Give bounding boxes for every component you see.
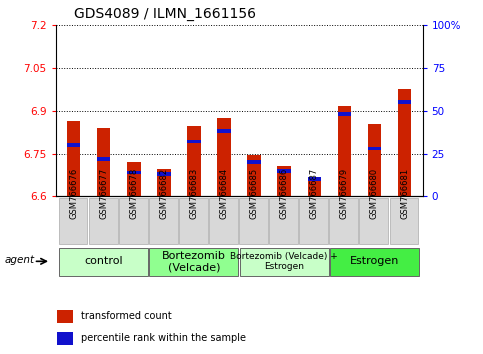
- Text: transformed count: transformed count: [81, 312, 172, 321]
- Text: GSM766685: GSM766685: [250, 168, 258, 219]
- FancyBboxPatch shape: [359, 199, 388, 244]
- Bar: [398, 89, 412, 196]
- FancyBboxPatch shape: [58, 199, 87, 244]
- Text: GDS4089 / ILMN_1661156: GDS4089 / ILMN_1661156: [74, 7, 256, 21]
- Text: control: control: [85, 256, 123, 266]
- FancyBboxPatch shape: [179, 199, 208, 244]
- Text: Estrogen: Estrogen: [350, 256, 399, 266]
- Bar: [57, 310, 73, 323]
- Text: percentile rank within the sample: percentile rank within the sample: [81, 333, 246, 343]
- Bar: [338, 112, 351, 116]
- Text: GSM766678: GSM766678: [129, 167, 138, 219]
- Bar: [57, 332, 73, 345]
- Text: GSM766683: GSM766683: [189, 167, 199, 219]
- Text: agent: agent: [5, 255, 35, 266]
- FancyBboxPatch shape: [209, 199, 238, 244]
- FancyBboxPatch shape: [149, 248, 239, 276]
- FancyBboxPatch shape: [119, 199, 148, 244]
- Bar: [368, 147, 381, 150]
- FancyBboxPatch shape: [329, 199, 358, 244]
- Text: GSM766681: GSM766681: [400, 168, 409, 219]
- Bar: [157, 172, 170, 176]
- Bar: [127, 171, 141, 174]
- FancyBboxPatch shape: [389, 199, 418, 244]
- Bar: [368, 124, 381, 196]
- Bar: [127, 162, 141, 196]
- Bar: [187, 126, 201, 196]
- FancyBboxPatch shape: [299, 199, 328, 244]
- Bar: [247, 155, 261, 196]
- FancyBboxPatch shape: [269, 199, 298, 244]
- Bar: [67, 121, 80, 196]
- Bar: [97, 157, 111, 161]
- Bar: [247, 160, 261, 164]
- FancyBboxPatch shape: [149, 199, 178, 244]
- Text: GSM766680: GSM766680: [370, 168, 379, 219]
- FancyBboxPatch shape: [330, 248, 419, 276]
- Text: Bortezomib
(Velcade): Bortezomib (Velcade): [162, 251, 226, 272]
- Bar: [187, 139, 201, 143]
- Text: GSM766687: GSM766687: [310, 167, 319, 219]
- Bar: [277, 169, 291, 173]
- Bar: [277, 166, 291, 196]
- FancyBboxPatch shape: [239, 199, 268, 244]
- Bar: [217, 118, 231, 196]
- Bar: [308, 178, 321, 196]
- FancyBboxPatch shape: [240, 248, 329, 276]
- Bar: [67, 143, 80, 147]
- Bar: [308, 177, 321, 181]
- Bar: [338, 106, 351, 196]
- Bar: [97, 128, 111, 196]
- Text: GSM766684: GSM766684: [220, 168, 228, 219]
- Bar: [217, 129, 231, 133]
- FancyBboxPatch shape: [89, 199, 117, 244]
- Text: Bortezomib (Velcade) +
Estrogen: Bortezomib (Velcade) + Estrogen: [230, 252, 338, 271]
- Bar: [398, 100, 412, 104]
- Text: GSM766679: GSM766679: [340, 168, 349, 219]
- Text: GSM766676: GSM766676: [69, 167, 78, 219]
- Text: GSM766677: GSM766677: [99, 167, 108, 219]
- Text: GSM766682: GSM766682: [159, 168, 169, 219]
- Bar: [157, 169, 170, 196]
- FancyBboxPatch shape: [59, 248, 148, 276]
- Text: GSM766686: GSM766686: [280, 167, 289, 219]
